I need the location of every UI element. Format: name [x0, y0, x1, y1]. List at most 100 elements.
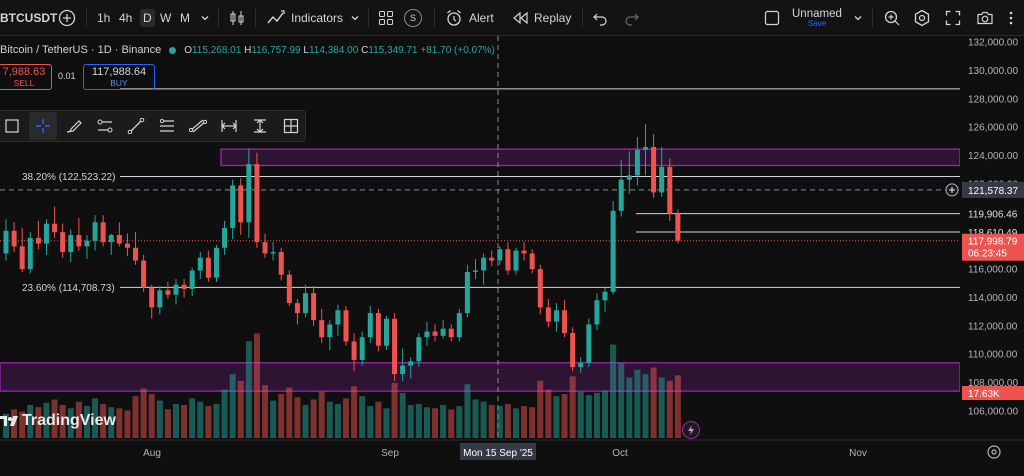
tool-parallel-channel[interactable] [184, 112, 212, 140]
tool-pattern[interactable] [91, 112, 119, 140]
candle-body [424, 331, 430, 338]
scripts-button[interactable]: S [404, 0, 422, 36]
candle-body [213, 247, 219, 278]
timeframe-dropdown[interactable] [199, 0, 211, 36]
candle [359, 331, 365, 366]
timeframe-label: 1h [97, 11, 111, 25]
tool-rectangle[interactable] [0, 112, 26, 140]
time-axis[interactable]: Aug Sep Oct Nov Mon 15 Sep '25 [143, 443, 867, 460]
candle [667, 158, 673, 221]
candle-body [618, 179, 624, 211]
layout-dropdown[interactable] [852, 0, 864, 36]
tool-brush[interactable] [60, 112, 88, 140]
candle-body [165, 290, 171, 295]
open-value: 115,268.01 [191, 44, 242, 56]
volume-bar [610, 344, 617, 438]
timeframe-m[interactable]: M [180, 0, 190, 36]
tool-crosshair[interactable] [29, 112, 57, 140]
candle [643, 124, 649, 176]
s-badge: S [404, 9, 422, 27]
candle-body [303, 293, 309, 314]
indicators-dropdown[interactable] [349, 0, 361, 36]
candle-body [626, 175, 632, 180]
timeframe-d[interactable]: D [140, 0, 155, 36]
candle [189, 267, 195, 297]
candle-body [448, 328, 454, 338]
tool-trend-line[interactable] [122, 112, 150, 140]
tool-fib-retracement[interactable] [153, 112, 181, 140]
candle [578, 357, 584, 373]
quick-search-button[interactable] [883, 0, 901, 36]
sell-button[interactable]: 7,988.63 SELL [0, 64, 52, 90]
fullscreen-button[interactable] [945, 0, 961, 36]
candle [375, 308, 381, 352]
candle-body [513, 250, 519, 271]
candle [545, 298, 551, 328]
candle-body [416, 337, 422, 362]
candle-body [408, 361, 414, 366]
volume-bar [262, 385, 269, 438]
volume-bar [521, 406, 528, 438]
timeframe-4h[interactable]: 4h [119, 0, 132, 36]
timeframe-1h[interactable]: 1h [97, 0, 110, 36]
volume-bar [585, 395, 592, 438]
volume-bar [237, 380, 244, 438]
tradingview-watermark[interactable]: TradingView [0, 412, 116, 430]
volume-bar [318, 391, 325, 438]
candle [213, 244, 219, 282]
indicators-button[interactable]: Indicators [266, 0, 343, 36]
candle [521, 242, 527, 261]
layout-name-button[interactable]: Unnamed Save [792, 0, 842, 36]
volume-bar [278, 394, 285, 438]
undo-button[interactable] [592, 0, 608, 36]
more-button[interactable] [1008, 0, 1014, 36]
templates-button[interactable] [378, 0, 394, 36]
candle [505, 242, 511, 275]
snapshot-button[interactable] [976, 0, 994, 36]
timeframe-w[interactable]: W [160, 0, 171, 36]
time-axis-settings-button[interactable] [986, 444, 1002, 460]
candle-body [60, 232, 66, 253]
tool-date-range[interactable] [215, 112, 243, 140]
buy-label: BUY [110, 78, 128, 88]
candle [238, 178, 244, 236]
timeframe-label: M [180, 11, 190, 25]
chevron-down-icon [854, 16, 862, 21]
settings-button[interactable] [913, 0, 931, 36]
candle-body [521, 250, 527, 254]
redo-button[interactable] [624, 0, 640, 36]
buy-button[interactable]: 117,988.64 BUY [83, 64, 155, 90]
volume-bars [3, 333, 681, 438]
alert-label: Alert [469, 11, 494, 25]
symbol-search-button[interactable]: BTCUSDT [0, 0, 57, 36]
events-button[interactable] [682, 421, 700, 439]
tool-date-price-range[interactable] [277, 112, 305, 140]
volume-bar [399, 392, 406, 438]
volume-bar [132, 396, 139, 438]
date-price-range-icon [283, 118, 299, 134]
trend-line-icon [127, 118, 145, 134]
candles [3, 124, 681, 382]
symbol-title[interactable]: Bitcoin / TetherUS · 1D · Binance [0, 44, 162, 56]
price-axis[interactable]: 132,000.00 130,000.00 128,000.00 126,000.00… [945, 38, 1024, 418]
chart-type-button[interactable] [228, 0, 246, 36]
price-tick-label: 116,000.00 [968, 265, 1018, 276]
candle-body [537, 269, 543, 308]
layout-checkbox[interactable] [764, 0, 780, 36]
replay-button[interactable]: Replay [511, 0, 571, 36]
tool-price-range[interactable] [246, 112, 274, 140]
candle-body [643, 147, 649, 150]
alert-button[interactable]: Alert [445, 0, 494, 36]
volume-bar [553, 396, 560, 438]
add-alert-button[interactable] [945, 183, 959, 197]
volume-bar [294, 397, 301, 438]
volume-bar [545, 389, 552, 438]
volume-bar [440, 405, 447, 438]
candle-body [586, 324, 592, 363]
line-price-label: 119,906.46 [968, 210, 1018, 221]
candle [254, 152, 260, 248]
candle [116, 222, 122, 247]
compare-symbol-button[interactable] [58, 0, 76, 36]
toolbar-divider [86, 9, 87, 27]
